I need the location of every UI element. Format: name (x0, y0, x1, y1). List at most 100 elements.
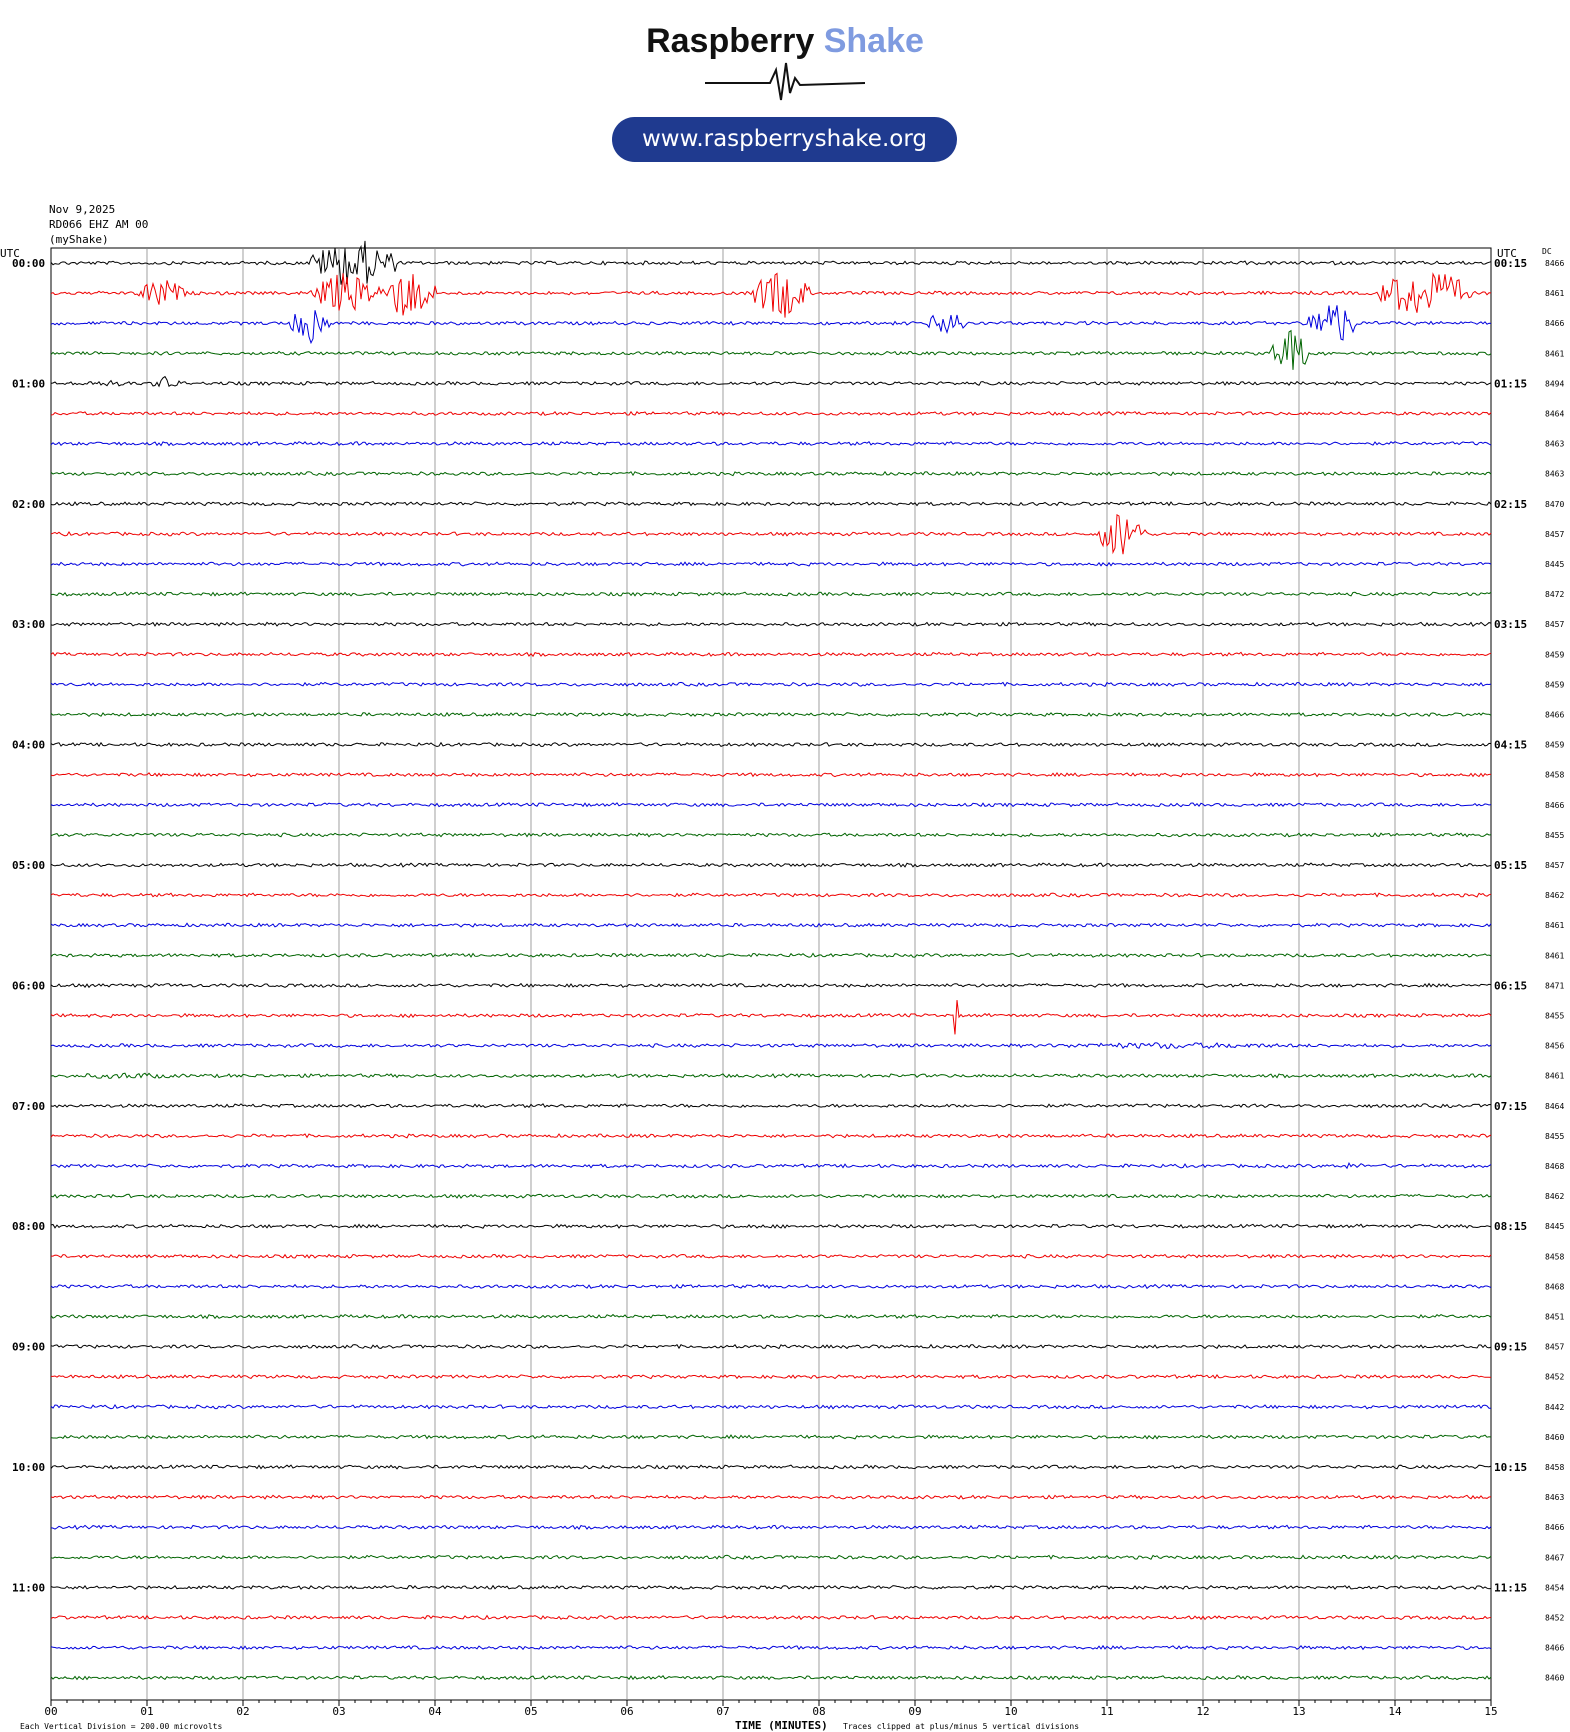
x-tick-label: 03 (332, 1705, 345, 1718)
x-tick-label: 08 (812, 1705, 825, 1718)
seismic-trace (50, 513, 1492, 555)
seismic-trace (50, 681, 1492, 687)
dc-offset-label: 8468 (1545, 1282, 1564, 1291)
record-date: Nov 9,2025 (49, 203, 116, 216)
seismic-trace (50, 1464, 1492, 1470)
seismic-trace (50, 561, 1492, 567)
seismic-trace (50, 1283, 1492, 1290)
seismic-trace (50, 1343, 1492, 1350)
x-tick-label: 04 (428, 1705, 442, 1718)
website-url-badge[interactable]: www.raspberryshake.org (612, 117, 957, 162)
seismic-trace (50, 272, 1492, 318)
right-timezone-label: UTC (1497, 247, 1517, 260)
seismic-trace (51, 1253, 1492, 1259)
dc-offset-label: 8442 (1545, 1403, 1564, 1412)
seismic-trace (50, 1614, 1492, 1621)
dc-offset-label: 8466 (1545, 801, 1564, 810)
dc-offset-label: 8445 (1545, 1222, 1564, 1231)
seismic-trace (50, 1161, 1492, 1170)
trace-group (50, 240, 1492, 1681)
dc-offset-label: 8459 (1545, 650, 1564, 659)
seismic-trace (50, 1403, 1491, 1410)
x-tick-label: 13 (1292, 1705, 1305, 1718)
seismic-trace (50, 1494, 1492, 1500)
seismic-wave-icon (705, 62, 866, 101)
seismic-trace (50, 410, 1492, 417)
dc-offset-label: 8455 (1545, 1012, 1564, 1021)
dc-offset-label: 8462 (1545, 1192, 1564, 1201)
seismic-trace (50, 1042, 1492, 1050)
seismic-trace (50, 1644, 1492, 1651)
left-hour-label: 01:00 (12, 377, 45, 390)
dc-offset-label: 8456 (1545, 1042, 1564, 1051)
right-hour-label: 08:15 (1494, 1220, 1527, 1233)
left-hour-label: 06:00 (12, 979, 45, 992)
dc-offset-label: 8467 (1545, 1553, 1564, 1562)
right-hour-label: 09:15 (1494, 1341, 1527, 1354)
x-tick-label: 12 (1196, 1705, 1209, 1718)
raspberry-shake-logo: Raspberry Shake www.raspberryshake.org (0, 0, 1570, 175)
x-tick-label: 15 (1484, 1705, 1497, 1718)
dc-offset-label: 8457 (1545, 1343, 1564, 1352)
seismic-trace (50, 1554, 1492, 1560)
dc-offset-label: 8452 (1545, 1614, 1564, 1623)
dc-offset-label: 8458 (1545, 1252, 1564, 1261)
seismic-trace (50, 771, 1491, 778)
dc-offset-label: 8463 (1545, 440, 1564, 449)
dc-offset-label: 8466 (1545, 1523, 1564, 1532)
brand-name-part2: Shake (823, 22, 924, 60)
x-tick-label: 07 (716, 1705, 729, 1718)
plot-frame (50, 247, 1492, 1701)
left-hour-label: 11:00 (12, 1581, 45, 1594)
seismic-trace (50, 621, 1492, 627)
brand-wordmark: Raspberry Shake (0, 22, 1570, 61)
seismic-trace (50, 651, 1492, 658)
seismic-trace (50, 440, 1492, 447)
seismic-trace (50, 1223, 1492, 1229)
dc-offset-label: 8458 (1545, 1463, 1564, 1472)
seismic-trace (50, 329, 1492, 370)
right-hour-label: 00:15 (1494, 257, 1527, 270)
dc-offset-label: 8460 (1545, 1433, 1564, 1442)
dc-offset-label: 8460 (1545, 1674, 1564, 1683)
dc-offset-label: 8457 (1545, 530, 1564, 539)
x-tick-label: 10 (1004, 1705, 1017, 1718)
seismic-trace (50, 1584, 1492, 1590)
left-hour-label: 02:00 (12, 498, 45, 511)
dc-offset-label: 8466 (1545, 1644, 1564, 1653)
dc-offset-label: 8466 (1545, 319, 1564, 328)
seismic-trace (50, 1133, 1492, 1139)
x-tick-label: 11 (1100, 1705, 1113, 1718)
right-hour-label: 06:15 (1494, 979, 1527, 992)
seismic-trace (50, 741, 1492, 748)
dc-offset-label: 8461 (1545, 1072, 1564, 1081)
division-scale-note: Each Vertical Division = 200.00 microvol… (20, 1722, 222, 1731)
dc-offset-label: 8468 (1545, 1162, 1564, 1171)
seismic-trace (50, 1675, 1492, 1681)
left-timezone-label: UTC (0, 247, 20, 260)
seismic-trace (50, 470, 1492, 477)
right-hour-label: 01:15 (1494, 377, 1527, 390)
seismic-trace (50, 892, 1492, 898)
x-tick-label: 05 (524, 1705, 537, 1718)
dc-offset-label: 8494 (1545, 379, 1564, 388)
dc-offset-label: 8458 (1545, 771, 1564, 780)
clipping-note: Traces clipped at plus/minus 5 vertical … (843, 1722, 1079, 1731)
x-tick-label: 02 (236, 1705, 249, 1718)
dc-offset-label: 8470 (1545, 500, 1564, 509)
x-tick-label: 09 (908, 1705, 921, 1718)
seismic-trace (50, 1434, 1492, 1440)
right-hour-label: 05:15 (1494, 859, 1527, 872)
dc-offset-label: 8452 (1545, 1373, 1564, 1382)
seismic-trace (50, 1193, 1492, 1199)
right-hour-label: 07:15 (1494, 1100, 1527, 1113)
dc-offset-label: 8464 (1545, 1102, 1564, 1111)
network-name: (myShake) (49, 233, 109, 246)
seismic-trace (50, 305, 1492, 345)
dc-offset-label: 8464 (1545, 410, 1564, 419)
dc-offset-label: 8454 (1545, 1583, 1564, 1592)
seismic-trace (50, 1524, 1492, 1530)
dc-offset-label: 8466 (1545, 259, 1564, 268)
axis-group: UTC UTC DC 00:00 01:00 02:00 03:00 04:00 05:00 06… (0, 247, 1564, 1732)
